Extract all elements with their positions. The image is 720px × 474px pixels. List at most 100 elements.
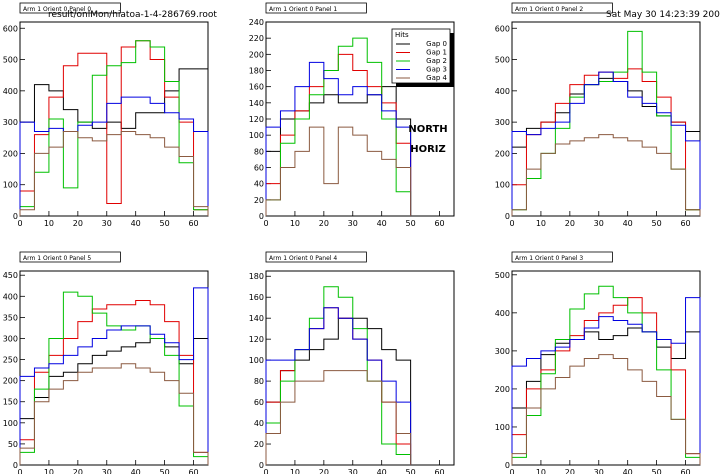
x-tick-label: 40 <box>623 468 633 474</box>
chart-panel-3: Arm 1 Orient 0 Panel 5 0 10 20 30 40 50 60 0 50 10… <box>3 251 209 474</box>
x-tick-label: 40 <box>377 468 387 474</box>
panel-title: Arm 1 Orient 0 Panel 3 <box>515 255 583 262</box>
y-tick-label: 120 <box>249 335 264 344</box>
x-tick-label: 20 <box>319 219 329 228</box>
y-tick-label: 100 <box>249 356 264 365</box>
y-tick-label: 0 <box>505 212 510 221</box>
y-tick-label: 40 <box>254 419 264 428</box>
x-tick-label: 60 <box>188 219 198 228</box>
x-tick-label: 50 <box>160 219 170 228</box>
series-gap-4 <box>19 131 209 216</box>
panel-title-box <box>511 251 613 263</box>
x-tick-label: 10 <box>44 219 54 228</box>
y-tick-label: 60 <box>254 398 264 407</box>
y-tick-label: 200 <box>249 50 264 59</box>
legend-label: Gap 3 <box>426 66 447 74</box>
x-tick-label: 60 <box>434 219 444 228</box>
x-tick-label: 60 <box>434 468 444 474</box>
y-tick-label: 20 <box>254 440 264 449</box>
y-tick-label: 200 <box>495 149 510 158</box>
legend-label: Gap 0 <box>426 40 447 48</box>
series-gap-3 <box>265 307 412 465</box>
y-tick-label: 400 <box>3 87 18 96</box>
x-tick-label: 10 <box>536 219 546 228</box>
x-tick-label: 60 <box>680 468 690 474</box>
y-tick-label: 500 <box>495 56 510 65</box>
y-tick-label: 400 <box>495 87 510 96</box>
panel-title-box <box>265 251 367 263</box>
x-tick-label: 20 <box>319 468 329 474</box>
y-tick-label: 60 <box>254 164 264 173</box>
y-tick-label: 50 <box>8 440 18 449</box>
plot-frame <box>511 21 701 217</box>
x-tick-label: 30 <box>594 468 604 474</box>
panel-title: Arm 1 Orient 0 Panel 4 <box>269 255 337 262</box>
series-gap-2 <box>265 37 412 216</box>
legend-label: Gap 2 <box>426 57 447 65</box>
x-tick-label: 10 <box>44 468 54 474</box>
panel-title: Arm 1 Orient 0 Panel 2 <box>515 6 583 13</box>
series-gap-4 <box>511 134 701 216</box>
series-gap-2 <box>19 40 209 216</box>
x-tick-label: 0 <box>509 468 514 474</box>
plot-frame <box>265 270 455 466</box>
y-tick-label: 100 <box>495 181 510 190</box>
x-tick-label: 50 <box>406 219 416 228</box>
x-tick-label: 30 <box>348 468 358 474</box>
x-tick-label: 40 <box>131 468 141 474</box>
x-tick-label: 40 <box>377 219 387 228</box>
x-tick-label: 0 <box>263 219 268 228</box>
y-tick-label: 160 <box>249 83 264 92</box>
panel-title: Arm 1 Orient 0 Panel 5 <box>23 255 91 262</box>
y-tick-label: 160 <box>249 293 264 302</box>
x-tick-label: 30 <box>102 219 112 228</box>
y-tick-label: 600 <box>495 24 510 33</box>
y-tick-label: 300 <box>495 118 510 127</box>
series-gap-4 <box>511 354 701 465</box>
y-tick-label: 400 <box>3 292 18 301</box>
panel-title: Arm 1 Orient 0 Panel 1 <box>269 6 337 13</box>
y-tick-label: 0 <box>13 212 18 221</box>
chart-panel-2: Arm 1 Orient 0 Panel 20 10 20 30 40 50 6001002… <box>495 2 701 228</box>
x-tick-label: 60 <box>188 468 198 474</box>
y-tick-label: 80 <box>254 377 264 386</box>
legend-box <box>391 28 451 84</box>
chart-panel-4: Arm 1 Orient 0 Panel 4 0 10 20 30 40 50 60 0 20 40… <box>249 251 455 474</box>
y-tick-label: 600 <box>3 24 18 33</box>
y-tick-label: 20 <box>254 196 264 205</box>
y-tick-label: 80 <box>254 147 264 156</box>
series-gap-3 <box>19 96 209 216</box>
file-name-header: result/onlMon/hiatoa-1-4-286769.root <box>48 10 217 20</box>
annotation-horiz: HORIZ <box>410 144 446 155</box>
panel-title: Arm 1 Orient 0 Panel 0 <box>23 6 91 13</box>
y-tick-label: 240 <box>249 18 264 27</box>
legend-label: Gap 4 <box>426 74 447 82</box>
y-tick-label: 40 <box>254 180 264 189</box>
panel-title-box <box>511 2 613 14</box>
y-tick-label: 220 <box>249 34 264 43</box>
annotation-north: NORTH <box>408 124 447 135</box>
x-tick-label: 20 <box>73 219 83 228</box>
series-gap-4 <box>19 363 209 465</box>
y-tick-label: 150 <box>3 398 18 407</box>
y-tick-label: 450 <box>3 271 18 280</box>
x-tick-label: 40 <box>623 219 633 228</box>
y-tick-label: 140 <box>249 99 264 108</box>
y-tick-label: 180 <box>249 67 264 76</box>
x-tick-label: 20 <box>73 468 83 474</box>
y-tick-label: 100 <box>3 419 18 428</box>
y-tick-label: 300 <box>495 347 510 356</box>
x-tick-label: 60 <box>680 219 690 228</box>
y-tick-label: 350 <box>3 313 18 322</box>
x-tick-label: 30 <box>102 468 112 474</box>
series-gap-3 <box>511 71 701 216</box>
y-tick-label: 180 <box>249 272 264 281</box>
legend-label: Gap 1 <box>426 49 447 57</box>
y-tick-label: 100 <box>3 181 18 190</box>
y-tick-label: 0 <box>259 461 264 470</box>
panel-title-box <box>19 2 121 14</box>
series-gap-3 <box>19 287 209 465</box>
plot-frame <box>511 270 701 466</box>
series-gap-3 <box>511 297 701 465</box>
x-tick-label: 10 <box>290 219 300 228</box>
